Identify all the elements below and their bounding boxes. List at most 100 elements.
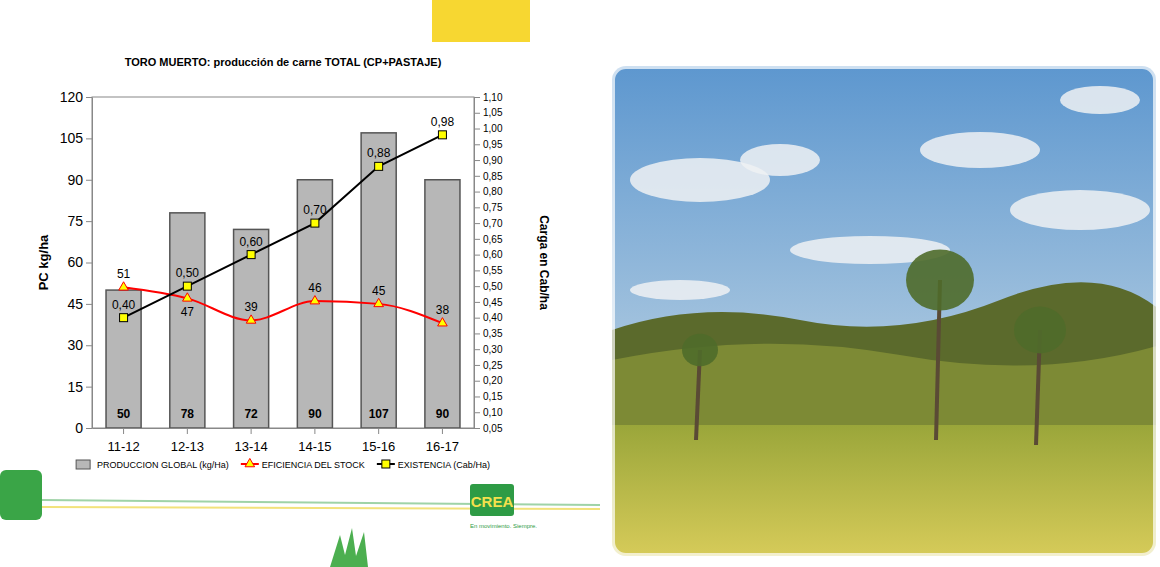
- tick-mark: [251, 428, 252, 434]
- tick-label: 12-13: [171, 439, 204, 454]
- cloud: [1010, 190, 1150, 230]
- tick: 0,60: [474, 249, 503, 260]
- tick-mark: [86, 263, 92, 264]
- y2-axis-title: Carga en Cab/ha: [537, 215, 551, 310]
- cloud: [630, 280, 730, 300]
- tick-label: 0,25: [483, 360, 503, 371]
- tick: 0,75: [474, 202, 503, 213]
- tick-label: 120: [60, 89, 84, 105]
- tick-mark: [474, 192, 480, 193]
- data-label: 72: [244, 407, 258, 421]
- marker: [310, 296, 320, 304]
- tick-label: 75: [67, 213, 83, 229]
- deco-line: [42, 500, 600, 505]
- tick-label: 1,05: [483, 107, 503, 118]
- deco-yellow: [432, 0, 530, 42]
- tick: 0,35: [474, 328, 503, 339]
- tick-mark: [86, 138, 92, 139]
- data-label: 90: [308, 407, 322, 421]
- data-label: 46: [308, 281, 322, 295]
- tick-mark: [474, 381, 480, 382]
- marker: [438, 131, 446, 139]
- tick-mark: [474, 318, 480, 319]
- tick-mark: [187, 428, 188, 434]
- tick: 105: [60, 130, 92, 146]
- axis-line: [93, 428, 475, 429]
- tick-mark: [86, 428, 92, 429]
- tree-crown: [1014, 307, 1066, 354]
- tick-label: 1,00: [483, 123, 503, 134]
- tick-mark: [474, 396, 480, 397]
- tick: 15-16: [362, 428, 395, 454]
- tick: 0,25: [474, 360, 503, 371]
- tick-mark: [474, 286, 480, 287]
- tick-mark: [86, 387, 92, 388]
- tick: 0,65: [474, 234, 503, 245]
- tick-mark: [474, 160, 480, 161]
- legend: PRODUCCION GLOBAL (kg/Ha)EFICIENCIA DEL …: [76, 458, 490, 470]
- tick: 0,80: [474, 186, 503, 197]
- data-label: 0,50: [176, 266, 200, 280]
- tick-mark: [474, 207, 480, 208]
- tree-crown: [906, 249, 974, 310]
- tick-label: 0,20: [483, 375, 503, 386]
- y2-axis: 0,050,100,150,200,250,300,350,400,450,50…: [474, 92, 503, 434]
- tick: 0,95: [474, 139, 503, 150]
- grass: [612, 425, 1156, 556]
- legend-swatch: [76, 460, 90, 469]
- legend-swatch: [245, 458, 255, 466]
- tick-label: 15-16: [362, 439, 395, 454]
- data-label: 50: [117, 407, 131, 421]
- tick-mark: [474, 349, 480, 350]
- data-labels: 50787290107905147394645380,400,500,600,7…: [112, 115, 455, 421]
- tick-label: 30: [67, 337, 83, 353]
- tick-label: 45: [67, 296, 83, 312]
- tick-mark: [474, 223, 480, 224]
- data-label: 90: [436, 407, 450, 421]
- tick-mark: [474, 428, 480, 429]
- tick-label: 0,55: [483, 265, 503, 276]
- tick: 14-15: [298, 428, 331, 454]
- marker: [120, 314, 128, 322]
- tick-mark: [474, 113, 480, 114]
- tick-label: 105: [60, 130, 84, 146]
- tick-label: 1,10: [483, 92, 503, 103]
- data-label: 0,60: [239, 235, 263, 249]
- tick-label: 0,35: [483, 328, 503, 339]
- tick: 30: [67, 337, 92, 353]
- tick-mark: [86, 304, 92, 305]
- tick: 0,10: [474, 407, 503, 418]
- tick-mark: [86, 97, 92, 98]
- tick: 13-14: [234, 428, 267, 454]
- axis-line: [474, 98, 475, 429]
- bar: [234, 229, 269, 428]
- data-label: 78: [181, 407, 195, 421]
- tick-label: 0,50: [483, 281, 503, 292]
- marker: [438, 318, 448, 326]
- chart-title: TORO MUERTO: producción de carne TOTAL (…: [125, 56, 442, 68]
- bar: [170, 213, 205, 428]
- legend-label: EXISTENCIA (Cab/Ha): [398, 460, 490, 470]
- legend-label: PRODUCCION GLOBAL (kg/Ha): [97, 460, 229, 470]
- y-axis: 0153045607590105120: [60, 89, 93, 436]
- data-label: 0,40: [112, 298, 136, 312]
- tree-crown: [682, 334, 718, 366]
- tick: 15: [67, 379, 92, 395]
- tick-label: 0,10: [483, 407, 503, 418]
- tick-label: 0: [75, 420, 83, 436]
- tick-label: 15: [67, 379, 83, 395]
- tick: 1,10: [474, 92, 503, 103]
- photo: [612, 66, 1156, 556]
- cloud: [1060, 86, 1140, 114]
- tick-mark: [474, 302, 480, 303]
- tick-label: 0,90: [483, 155, 503, 166]
- y-axis-title: PC kg/ha: [36, 234, 51, 290]
- deco-grass: [330, 528, 368, 567]
- tick-mark: [314, 428, 315, 434]
- tick: 0,15: [474, 391, 503, 402]
- tick: 0,70: [474, 218, 503, 229]
- axis-line: [92, 98, 93, 429]
- tick: 1,00: [474, 123, 503, 134]
- tick-label: 60: [67, 254, 83, 270]
- tick: 0,05: [474, 423, 503, 434]
